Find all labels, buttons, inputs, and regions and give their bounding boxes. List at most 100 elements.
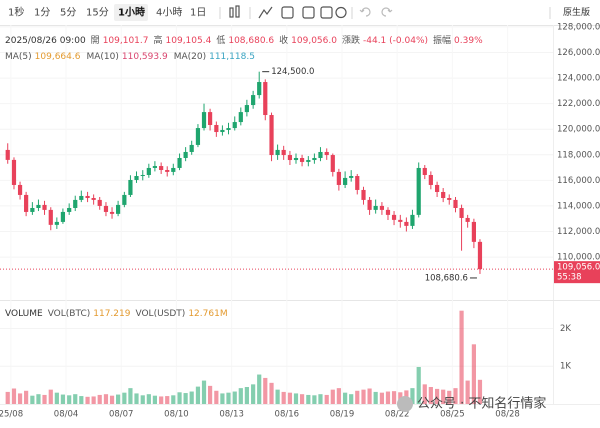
last-price-label: 109,056.0 [557, 263, 600, 273]
candle-body [447, 198, 452, 200]
candle-icon[interactable] [235, 5, 240, 18]
settings-icon[interactable] [335, 6, 347, 19]
volume-bar [140, 395, 145, 404]
candle-body [453, 199, 458, 208]
y-tick-label: 114,000.0 [557, 201, 600, 211]
redo-icon[interactable] [381, 7, 393, 17]
volume-bar [330, 389, 335, 404]
volume-bar [152, 395, 157, 404]
candle-body [257, 82, 262, 96]
volume-bar [134, 393, 139, 404]
volume-bar [214, 390, 219, 404]
layout-icon[interactable] [320, 6, 333, 19]
undo-icon[interactable] [359, 7, 371, 17]
candle-body [477, 241, 483, 270]
interval-button[interactable]: 1分 [34, 7, 50, 19]
volume-bar [441, 389, 446, 404]
volume-bar [465, 380, 470, 404]
interval-button[interactable]: 1日 [190, 8, 206, 19]
candle-body [398, 219, 403, 222]
version-toggle[interactable]: 原生版 [563, 6, 590, 18]
volume-bar [373, 391, 378, 404]
interval-button[interactable]: 5分 [60, 7, 76, 19]
candle-body [146, 167, 151, 175]
ma-legend: MA(5) 109,664.6 MA(10) 110,593.9 MA(20) 111,1… [5, 52, 255, 62]
y-tick-label: 126,000.0 [557, 48, 600, 58]
volume-bar [355, 390, 360, 404]
volume-bar [85, 396, 90, 404]
legend-field-value: 109,101.7 [103, 36, 149, 46]
candle-body [226, 128, 231, 130]
watermark: 公众号 · 不知名行情家 [417, 396, 546, 412]
volume-bar [367, 388, 372, 404]
volume-bar [195, 386, 201, 404]
countdown-label: 55:38 [557, 273, 582, 283]
interval-button[interactable]: 1小時 [118, 6, 145, 19]
active-interval-bg [114, 4, 148, 21]
volume-field-name: VOL(BTC) [48, 309, 91, 319]
candle-body [404, 221, 409, 226]
y-tick-label: 124,000.0 [557, 74, 600, 84]
candle-body [263, 82, 268, 116]
x-tick-label: 08/13 [219, 410, 244, 420]
legend-field-value: -44.1 (-0.04%) [363, 36, 428, 46]
interval-button[interactable]: 1秒 [8, 6, 24, 19]
candle-body [207, 112, 213, 125]
candle-body [11, 159, 17, 185]
candle-body [244, 105, 249, 113]
candle-body [134, 176, 139, 180]
toolbar-icons[interactable] [219, 5, 551, 19]
candle-body [201, 112, 207, 129]
indicator-icon[interactable] [258, 6, 273, 19]
legend-field-name: 漲跌 [342, 35, 360, 46]
volume-bar [324, 394, 329, 404]
candle-body [189, 144, 194, 152]
template-icon[interactable] [302, 6, 315, 19]
volume-bar [343, 392, 348, 404]
candle-body [91, 198, 96, 200]
volume-bar [201, 380, 207, 404]
candle-body [238, 112, 243, 123]
volume-bar [422, 384, 427, 404]
volume-bar [471, 344, 476, 404]
candle-body [67, 207, 72, 212]
candle-icon[interactable] [229, 7, 234, 18]
candle-body [361, 189, 366, 200]
candle-body [330, 155, 335, 172]
volume-bar [11, 388, 17, 404]
volume-bar [226, 392, 231, 404]
candle-body [232, 122, 237, 129]
volume-bar [453, 388, 458, 404]
candle-body [122, 194, 127, 205]
interval-button[interactable]: 15分 [86, 7, 109, 19]
candle-body [312, 157, 317, 161]
volume-bar [251, 384, 256, 404]
candle-body [128, 179, 133, 195]
candle-body [220, 129, 225, 133]
volume-bar [220, 393, 225, 404]
candle-body [367, 199, 372, 210]
legend-field-name: 高 [154, 34, 163, 46]
candle-body [103, 205, 109, 212]
interval-button[interactable]: 4小時 [156, 7, 182, 19]
volume-bar [17, 393, 23, 404]
legend-field-name: 低 [216, 34, 225, 46]
candle-body [318, 151, 323, 158]
legend-field-name: 收 [279, 34, 288, 46]
volume-bar [293, 393, 299, 404]
ma-name: MA(20) [174, 52, 206, 62]
volume-bar [385, 391, 391, 404]
last-price-box [554, 261, 600, 284]
y-tick-label: 112,000.0 [557, 227, 600, 237]
candle-body [5, 149, 10, 160]
volume-bar [318, 394, 323, 404]
draw-icon[interactable] [281, 6, 294, 19]
volume-legend: VOLUME VOL(BTC) 117.219 VOL(USDT) 12.761M [5, 309, 228, 319]
candle-body [195, 128, 201, 145]
candle-body [48, 209, 53, 225]
candle-body [299, 157, 305, 162]
candle-body [251, 95, 256, 106]
volume-bar [379, 392, 385, 404]
high-marker-label: 124,500.0 [271, 67, 314, 77]
candle-body [79, 195, 84, 200]
